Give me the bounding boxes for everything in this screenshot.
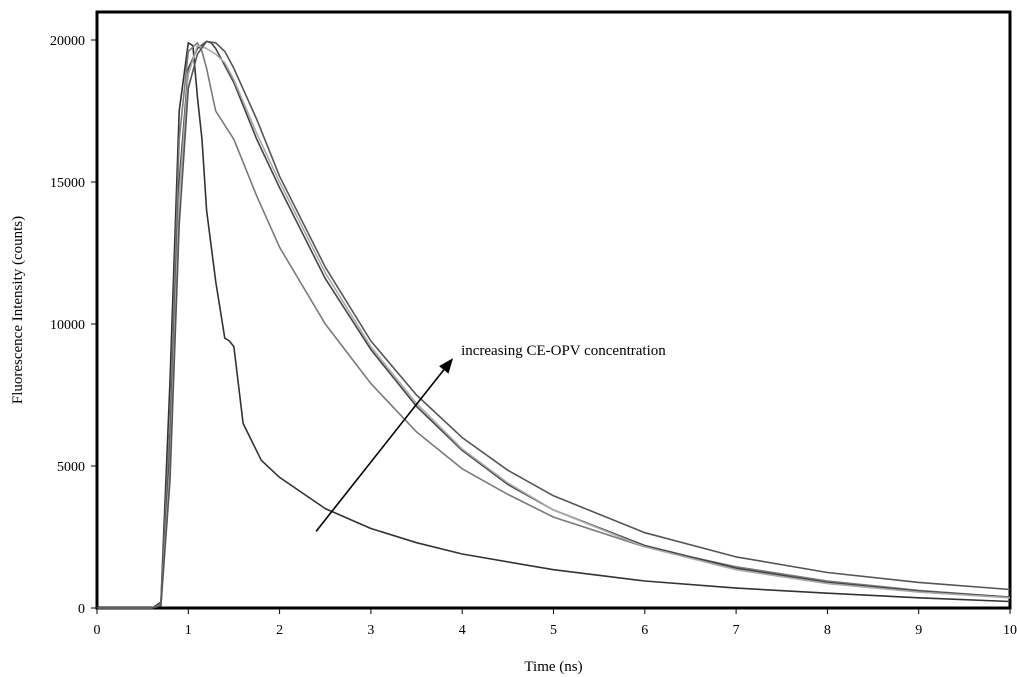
series-line-2	[97, 41, 1011, 609]
series-layer	[97, 40, 1011, 609]
series-line-1	[97, 41, 1011, 609]
y-axis-title: Fluorescence Intensity (counts)	[10, 216, 26, 404]
plot-border	[95, 10, 1012, 610]
series-line-4	[97, 44, 1011, 609]
axes: 0 1 2 3 4 5 6 7 8 9 10 0 5000 10000 15000 20000	[50, 34, 1017, 638]
x-tick-label: 8	[824, 623, 831, 638]
x-tick-label: 4	[459, 623, 466, 638]
x-tick-label: 0	[94, 623, 101, 638]
y-tick-label: 20000	[50, 34, 85, 49]
x-tick-label: 9	[915, 623, 922, 638]
annotation-arrowhead	[439, 358, 454, 374]
x-tick-label: 2	[276, 623, 283, 638]
y-tick-label: 5000	[57, 460, 85, 475]
x-tick-label: 1	[185, 623, 192, 638]
y-tick-label: 10000	[50, 318, 85, 333]
y-tick-label: 0	[78, 602, 85, 617]
annotation-text: increasing CE-OPV concentration	[461, 343, 666, 359]
x-tick-label: 5	[550, 623, 557, 638]
y-tick-label: 15000	[50, 176, 85, 191]
series-line-5	[97, 40, 1011, 609]
x-tick-label: 3	[367, 623, 374, 638]
plot-frame	[95, 10, 1012, 610]
x-tick-label: 6	[641, 623, 648, 638]
annotation: increasing CE-OPV concentration	[315, 343, 666, 532]
series-line-3	[97, 40, 1011, 609]
x-axis-title: Time (ns)	[524, 659, 582, 675]
annotation-arrow	[315, 369, 445, 532]
x-tick-label: 10	[1003, 623, 1017, 638]
x-tick-label: 7	[733, 623, 740, 638]
